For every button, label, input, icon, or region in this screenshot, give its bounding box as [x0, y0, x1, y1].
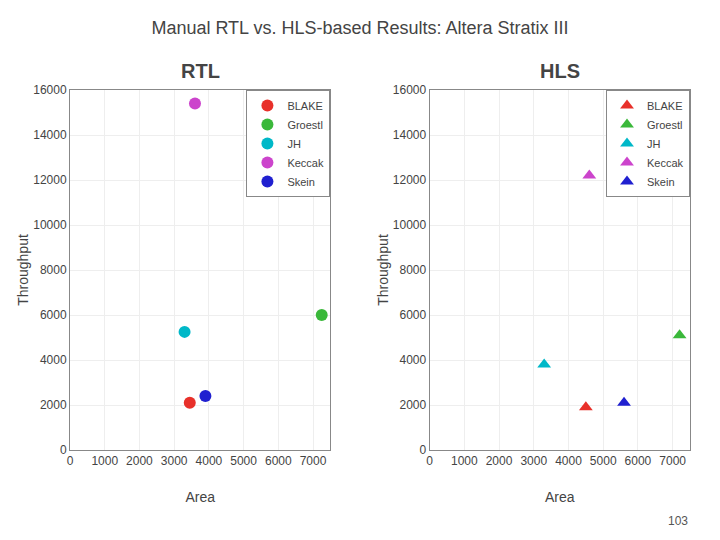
svg-text:Throughput: Throughput	[375, 234, 391, 306]
svg-text:8000: 8000	[399, 263, 426, 277]
svg-text:Area: Area	[545, 489, 575, 505]
svg-text:0: 0	[67, 454, 74, 468]
svg-text:Skein: Skein	[287, 176, 315, 188]
svg-text:2000: 2000	[40, 398, 67, 412]
svg-text:6000: 6000	[625, 454, 652, 468]
svg-text:10000: 10000	[393, 218, 427, 232]
svg-text:Groestl: Groestl	[287, 119, 322, 131]
svg-text:JH: JH	[287, 138, 301, 150]
svg-text:8000: 8000	[40, 263, 67, 277]
svg-text:2000: 2000	[486, 454, 513, 468]
svg-text:4000: 4000	[555, 454, 582, 468]
svg-text:2000: 2000	[399, 398, 426, 412]
svg-text:BLAKE: BLAKE	[287, 100, 322, 112]
svg-text:7000: 7000	[300, 454, 327, 468]
svg-text:Skein: Skein	[647, 176, 675, 188]
svg-text:0: 0	[426, 454, 433, 468]
svg-text:3000: 3000	[161, 454, 188, 468]
svg-text:4000: 4000	[40, 353, 67, 367]
svg-text:6000: 6000	[399, 308, 426, 322]
svg-text:0: 0	[60, 443, 67, 457]
svg-text:10000: 10000	[33, 218, 67, 232]
svg-text:Keccak: Keccak	[647, 157, 684, 169]
svg-text:5000: 5000	[230, 454, 257, 468]
svg-text:JH: JH	[647, 138, 661, 150]
svg-text:RTL: RTL	[181, 60, 220, 82]
svg-text:16000: 16000	[33, 83, 67, 97]
svg-text:6000: 6000	[265, 454, 292, 468]
svg-text:4000: 4000	[196, 454, 223, 468]
svg-text:1000: 1000	[91, 454, 118, 468]
svg-text:BLAKE: BLAKE	[647, 100, 682, 112]
svg-text:6000: 6000	[40, 308, 67, 322]
svg-text:Manual RTL vs. HLS-based Resul: Manual RTL vs. HLS-based Results: Altera…	[151, 18, 568, 38]
svg-text:16000: 16000	[393, 83, 427, 97]
svg-text:4000: 4000	[399, 353, 426, 367]
svg-text:7000: 7000	[659, 454, 686, 468]
svg-text:12000: 12000	[33, 173, 67, 187]
svg-text:2000: 2000	[126, 454, 153, 468]
svg-text:Groestl: Groestl	[647, 119, 682, 131]
svg-text:103: 103	[668, 514, 688, 528]
svg-text:3000: 3000	[520, 454, 547, 468]
svg-text:HLS: HLS	[540, 60, 580, 82]
svg-text:Area: Area	[185, 489, 215, 505]
svg-text:1000: 1000	[451, 454, 478, 468]
svg-text:14000: 14000	[33, 128, 67, 142]
svg-text:Keccak: Keccak	[287, 157, 324, 169]
svg-text:5000: 5000	[590, 454, 617, 468]
svg-text:14000: 14000	[393, 128, 427, 142]
svg-text:12000: 12000	[393, 173, 427, 187]
svg-text:0: 0	[420, 443, 427, 457]
svg-text:Throughput: Throughput	[15, 234, 31, 306]
